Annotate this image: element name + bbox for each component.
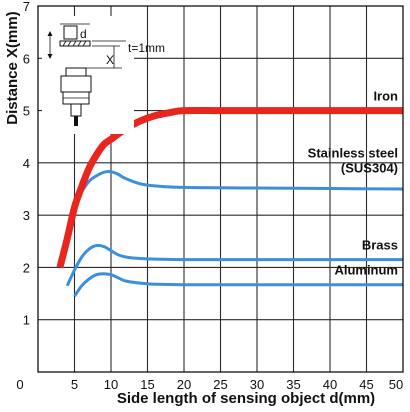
target-plate <box>59 40 91 47</box>
sensor-diagram: d t=1mm X <box>42 16 165 134</box>
x-tick-label: 5 <box>71 377 78 392</box>
target-plate-top <box>63 25 78 40</box>
series-labels: Iron Stainless steel(SUS304) Brass Aluminum <box>308 89 398 278</box>
target-hatch-4 <box>77 40 82 47</box>
arrow-up-icon <box>47 31 53 36</box>
x-label: X <box>106 53 114 67</box>
target-hatch-5 <box>82 40 87 47</box>
y-tick-label: 5 <box>23 104 30 119</box>
x-tick-label: 30 <box>250 377 264 392</box>
x-tick-label: 0 <box>16 377 23 392</box>
x-tick-label: 15 <box>140 377 154 392</box>
x-tick-label: 25 <box>213 377 227 392</box>
brass-label: Brass <box>362 238 398 253</box>
target-hatch-1 <box>62 40 67 47</box>
stainless-steel-sublabel: (SUS304) <box>341 160 398 175</box>
x-tick-label: 10 <box>104 377 118 392</box>
diagram-background <box>42 16 134 134</box>
x-axis-title: Side length of sensing object d(mm) <box>117 390 375 407</box>
sensor-body <box>60 75 92 93</box>
x-tick-label: 35 <box>286 377 300 392</box>
sensor-head <box>65 67 87 77</box>
y-tick-label: 3 <box>23 208 30 223</box>
y-tick-label: 4 <box>23 156 30 171</box>
arrow-down-icon <box>47 54 53 59</box>
x-tick-label: 45 <box>359 377 373 392</box>
sensor-cable <box>74 116 78 126</box>
y-tick-label: 6 <box>23 51 30 66</box>
y-axis-title: Distance X(mm) <box>4 11 21 124</box>
d-label: d <box>80 27 87 41</box>
plot-frame <box>37 5 404 373</box>
target-hatch-3 <box>72 40 77 47</box>
target-hatch-2 <box>67 40 72 47</box>
aluminum-label: Aluminum <box>334 263 398 278</box>
y-tick-label: 2 <box>23 260 30 275</box>
y-tick-label: 7 <box>23 0 30 14</box>
x-tick-label: 40 <box>323 377 337 392</box>
x-tick-label: 50 <box>389 377 403 392</box>
brass-line <box>65 243 403 287</box>
y-tick-label: 1 <box>23 313 30 328</box>
iron-label: Iron <box>373 89 398 104</box>
aluminum-line <box>73 272 403 298</box>
sensor-tail <box>70 103 82 117</box>
stainless-steel-label: Stainless steel <box>308 145 398 160</box>
t-label: t=1mm <box>128 41 165 55</box>
x-tick-label: 20 <box>177 377 191 392</box>
